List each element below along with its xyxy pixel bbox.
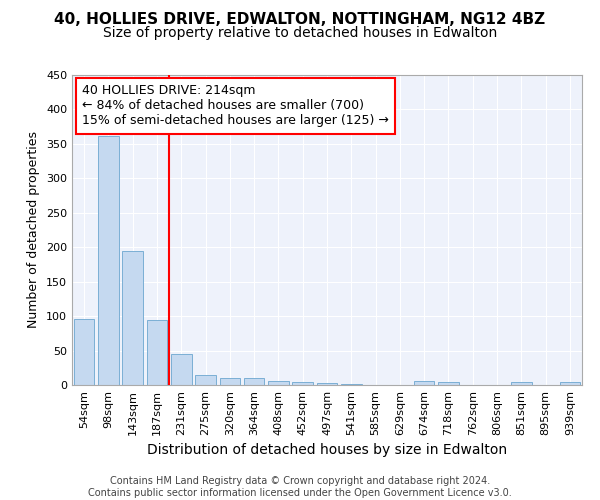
Bar xyxy=(268,381,289,385)
Text: Size of property relative to detached houses in Edwalton: Size of property relative to detached ho… xyxy=(103,26,497,40)
Bar xyxy=(74,319,94,385)
Bar xyxy=(414,381,434,385)
Bar xyxy=(220,378,240,385)
Bar xyxy=(171,354,191,385)
X-axis label: Distribution of detached houses by size in Edwalton: Distribution of detached houses by size … xyxy=(147,444,507,458)
Text: 40, HOLLIES DRIVE, EDWALTON, NOTTINGHAM, NG12 4BZ: 40, HOLLIES DRIVE, EDWALTON, NOTTINGHAM,… xyxy=(55,12,545,28)
Bar xyxy=(146,320,167,385)
Bar xyxy=(195,376,216,385)
Bar xyxy=(244,378,265,385)
Bar xyxy=(98,136,119,385)
Bar xyxy=(341,384,362,385)
Text: 40 HOLLIES DRIVE: 214sqm
← 84% of detached houses are smaller (700)
15% of semi-: 40 HOLLIES DRIVE: 214sqm ← 84% of detach… xyxy=(82,84,389,128)
Bar xyxy=(511,382,532,385)
Bar xyxy=(122,252,143,385)
Bar xyxy=(292,382,313,385)
Bar xyxy=(560,382,580,385)
Text: Contains HM Land Registry data © Crown copyright and database right 2024.
Contai: Contains HM Land Registry data © Crown c… xyxy=(88,476,512,498)
Bar xyxy=(317,383,337,385)
Bar xyxy=(438,382,459,385)
Y-axis label: Number of detached properties: Number of detached properties xyxy=(28,132,40,328)
